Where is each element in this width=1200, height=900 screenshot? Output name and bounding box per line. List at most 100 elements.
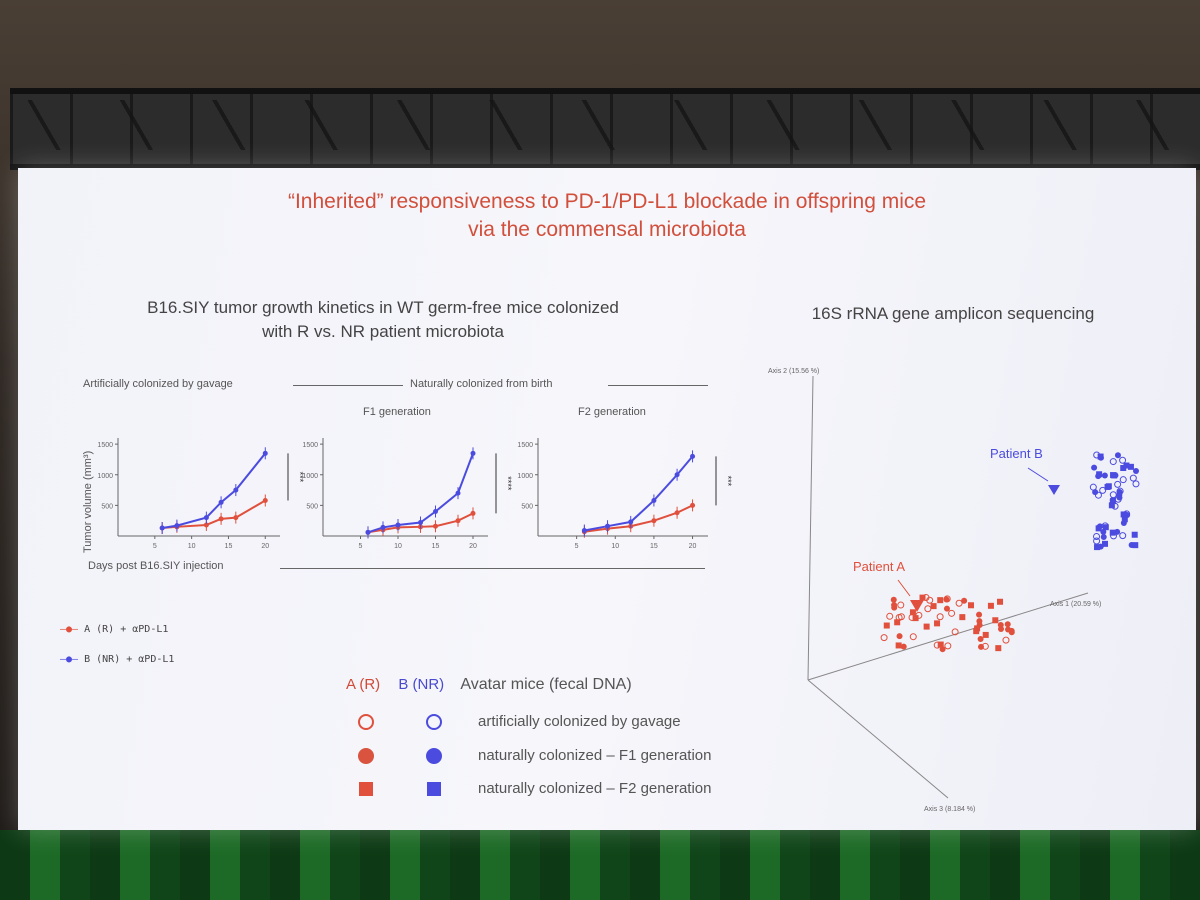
- left-subtitle: B16.SIY tumor growth kinetics in WT germ…: [88, 296, 678, 344]
- patient-a-point: [923, 623, 930, 630]
- pcoa-axis2-label: Axis 2 (15.56 %): [768, 368, 819, 375]
- x-tick-label: 20: [469, 543, 477, 550]
- y-tick-label: 1500: [517, 442, 533, 449]
- patient-a-point: [895, 642, 902, 649]
- data-point: [218, 499, 224, 505]
- patient-b-point: [1132, 480, 1140, 488]
- legend-a-label: A (R) + αPD-L1: [84, 624, 169, 635]
- patient-a-point: [995, 645, 1002, 652]
- patient-b-point: [1114, 480, 1122, 488]
- pcoa-axis3-label: Axis 3 (8.184 %): [924, 806, 975, 813]
- y-tick-label: 1500: [97, 442, 113, 449]
- patient-a-point: [976, 611, 983, 618]
- pcoa-plot: Axis 2 (15.56 %) Axis 1 (20.59 %) Axis 3…: [768, 368, 1140, 813]
- patient-a-point: [959, 614, 966, 621]
- patient-a-point: [939, 646, 946, 653]
- patient-a-point: [944, 642, 952, 650]
- data-point: [159, 525, 165, 531]
- pcoa-axis1-label: Axis 1 (20.59 %): [1050, 601, 1101, 608]
- patient-a-point: [900, 643, 907, 650]
- x-tick-label: 20: [689, 543, 697, 550]
- patient-a-point: [886, 612, 894, 620]
- symbol-b-filled-circle: [426, 748, 442, 764]
- patient-b-point: [1104, 483, 1111, 490]
- patient-b-point: [1129, 474, 1137, 482]
- patient-b-arrow: [1027, 467, 1049, 482]
- patient-b-point: [1132, 542, 1139, 549]
- stage-backdrop: [0, 830, 1200, 900]
- x-tick-label: 10: [188, 543, 196, 550]
- left-subtitle-line2: with R vs. NR patient microbiota: [262, 322, 504, 341]
- x-axis-arrow-line: [280, 568, 705, 569]
- patient-b-point: [1109, 458, 1117, 466]
- x-tick-label: 5: [359, 543, 363, 550]
- data-point: [690, 453, 696, 459]
- legend2-symbols: [358, 714, 442, 796]
- stage-truss-bracing: [10, 100, 1200, 150]
- legend2-title: Avatar mice (fecal DNA): [460, 676, 632, 693]
- patient-a-point: [977, 636, 984, 643]
- patient-a-point: [976, 622, 983, 629]
- patient-a-point: [943, 596, 950, 603]
- patient-a-point: [1005, 626, 1012, 633]
- patient-a-point: [997, 625, 1004, 632]
- patient-a-point: [922, 594, 930, 602]
- data-point: [233, 515, 239, 521]
- label-f1: F1 generation: [363, 406, 431, 418]
- patient-b-point: [1109, 491, 1117, 499]
- symbol-a-filled-circle: [358, 748, 374, 764]
- legend2-col-b: B (NR): [398, 676, 445, 693]
- legend2-header: A (R) B (NR) Avatar mice (fecal DNA): [346, 676, 632, 694]
- patient-b-point: [1121, 516, 1128, 523]
- patient-b-label: Patient B: [990, 446, 1043, 461]
- patient-b-point: [1093, 532, 1101, 540]
- patient-a-arrow: [897, 579, 911, 597]
- symbol-b-open-circle: [426, 714, 442, 730]
- data-point: [433, 523, 438, 529]
- x-tick-label: 20: [261, 543, 269, 550]
- slide-title-line1: “Inherited” responsiveness to PD-1/PD-L1…: [287, 190, 927, 213]
- patient-b-point: [1110, 532, 1118, 540]
- symbol-b-square: [427, 782, 441, 796]
- data-point: [395, 522, 401, 528]
- significance-label: ****: [503, 476, 513, 491]
- divider-line: [608, 385, 708, 386]
- patient-b-point: [1092, 489, 1099, 496]
- patient-a-point: [908, 613, 916, 621]
- data-point: [174, 523, 180, 529]
- patient-a-point: [912, 615, 919, 622]
- patient-a-point: [955, 599, 963, 607]
- legend-b-label: B (NR) + αPD-L1: [84, 654, 175, 665]
- patient-a-point: [934, 620, 941, 627]
- patient-b-point: [1100, 533, 1107, 540]
- patient-a-point: [883, 622, 890, 629]
- legend-a-marker: —●—: [60, 624, 79, 635]
- x-tick-label: 15: [650, 543, 658, 550]
- slide-title-line2: via the commensal microbiota: [468, 218, 746, 241]
- data-point: [218, 516, 224, 522]
- patient-a-point: [982, 631, 989, 638]
- patient-b-point: [1094, 491, 1102, 499]
- data-point: [455, 490, 461, 496]
- patient-a-point: [961, 597, 968, 604]
- patient-a-point: [974, 625, 981, 632]
- x-tick-label: 5: [153, 543, 157, 550]
- left-subtitle-line1: B16.SIY tumor growth kinetics in WT germ…: [147, 298, 619, 317]
- patient-b-point: [1127, 463, 1134, 470]
- y-tick-label: 1000: [517, 473, 533, 480]
- patient-a-point: [987, 602, 994, 609]
- significance-label: ***: [723, 476, 733, 487]
- projected-slide: “Inherited” responsiveness to PD-1/PD-L1…: [18, 168, 1196, 830]
- patient-b-point: [1094, 544, 1101, 551]
- patient-b-point: [1093, 537, 1101, 545]
- legend2-col-a: A (R): [346, 676, 381, 693]
- patient-a-point: [896, 633, 903, 640]
- series-line: [584, 504, 693, 533]
- patient-b-point: [1123, 462, 1130, 469]
- patient-a-point: [937, 597, 944, 604]
- patient-b-point: [1095, 525, 1102, 532]
- x-tick-label: 5: [575, 543, 579, 550]
- y-tick-label: 500: [306, 503, 318, 510]
- patient-a-point: [894, 619, 901, 626]
- data-point: [470, 450, 476, 456]
